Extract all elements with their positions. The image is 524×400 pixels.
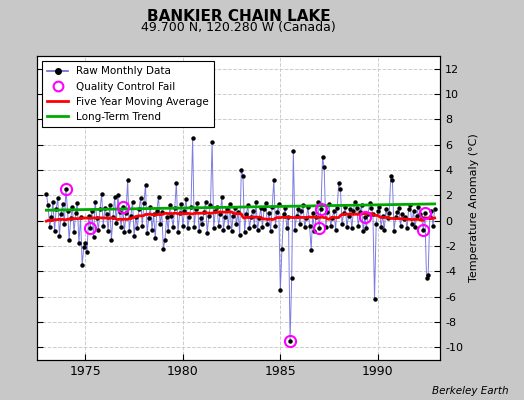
Title: 49.700 N, 120.280 W (Canada): 49.700 N, 120.280 W (Canada) (141, 21, 336, 34)
Text: BANKIER CHAIN LAKE: BANKIER CHAIN LAKE (147, 9, 330, 24)
Legend: Raw Monthly Data, Quality Control Fail, Five Year Moving Average, Long-Term Tren: Raw Monthly Data, Quality Control Fail, … (42, 61, 214, 127)
Text: Berkeley Earth: Berkeley Earth (432, 386, 508, 396)
Y-axis label: Temperature Anomaly (°C): Temperature Anomaly (°C) (468, 134, 478, 282)
